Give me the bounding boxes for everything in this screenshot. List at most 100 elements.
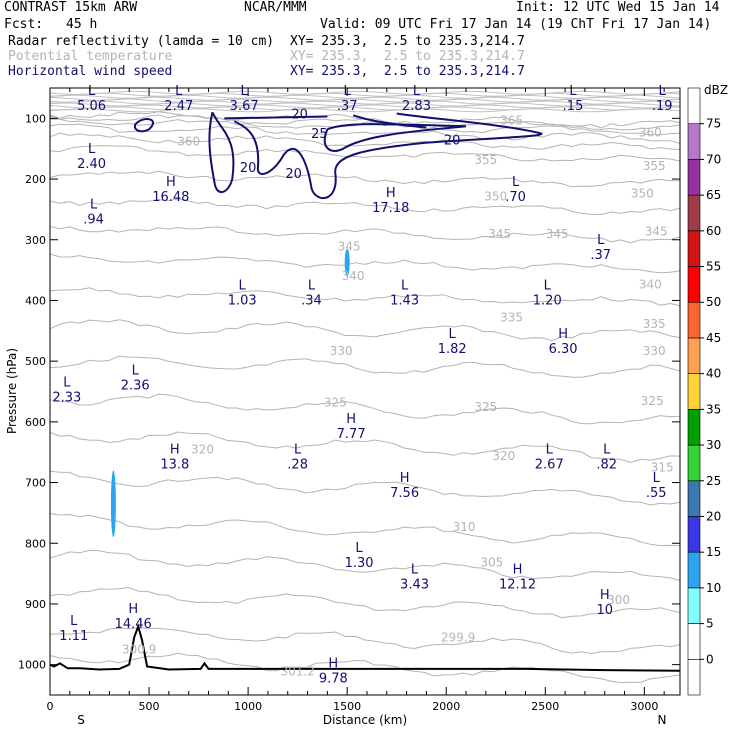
colorbar-tick-label: 35	[706, 402, 721, 416]
center-value: .82	[596, 457, 617, 472]
wind-contour-line	[133, 118, 155, 133]
theta-contour-line	[49, 104, 681, 109]
theta-label: 345	[546, 227, 569, 241]
theta-label: 330	[330, 344, 353, 358]
theta-label: 350	[484, 189, 507, 203]
theta-label: 300.9	[122, 643, 156, 657]
organization: NCAR/MMM	[244, 0, 307, 15]
theta-contour-line	[49, 226, 681, 244]
low-center-symbol: L	[88, 84, 96, 99]
theta-label: 360	[639, 126, 662, 140]
colorbar-segment	[687, 159, 701, 196]
y-tick-label: 300	[25, 234, 46, 247]
low-center-symbol: L	[411, 562, 419, 577]
colorbar-tick-label: 70	[706, 152, 721, 166]
high-center-symbol: H	[346, 412, 356, 427]
center-value: 12.12	[499, 577, 536, 592]
theta-label: 320	[492, 449, 515, 463]
center-value: 7.56	[390, 486, 419, 501]
colorbar-segment	[687, 480, 701, 517]
low-center-symbol: L	[413, 84, 421, 99]
theta-label: 345	[488, 227, 511, 241]
theta-contour-line	[49, 170, 681, 188]
low-center-symbol: L	[449, 327, 457, 342]
center-value: 6.30	[549, 342, 578, 357]
colorbar-segment	[687, 266, 701, 303]
terrain-profile	[49, 623, 681, 672]
theta-contour-line	[49, 393, 681, 425]
center-value: .70	[505, 190, 526, 205]
colorbar-segment	[687, 337, 701, 374]
high-center-symbol: H	[128, 602, 138, 617]
center-value: 2.40	[77, 157, 106, 172]
theta-contour-line	[49, 513, 681, 547]
x-tick-label: 2500	[531, 700, 559, 713]
wind-contour-line	[323, 123, 467, 152]
wind-contour-line	[233, 112, 543, 200]
theta-label: 301.2	[280, 665, 314, 679]
theta-label: 340	[342, 269, 365, 283]
center-value: 2.67	[535, 457, 564, 472]
theta-label: 325	[474, 400, 497, 414]
theta-label: 345	[338, 240, 361, 254]
south-end-label: S	[77, 713, 85, 727]
high-center-symbol: H	[400, 471, 410, 486]
theta-label: 335	[500, 311, 523, 325]
theta-contour-line	[49, 627, 681, 655]
x-axis-label: Distance (km)	[323, 713, 407, 727]
low-center-symbol: L	[132, 363, 140, 378]
low-center-symbol: L	[294, 442, 302, 457]
field-reflectivity-xy: XY= 235.3, 2.5 to 235.3,214.7	[290, 34, 525, 49]
theta-contour-line	[49, 652, 681, 684]
colorbar-tick-label: 30	[706, 438, 721, 452]
center-value: 16.48	[152, 190, 189, 205]
y-tick-label: 600	[25, 416, 46, 429]
low-center-symbol: L	[88, 142, 96, 157]
forecast-hour: 45 h	[66, 17, 98, 32]
colorbar-tick-label: 0	[706, 652, 714, 666]
theta-contour-line	[49, 431, 681, 463]
center-value: .55	[646, 486, 667, 501]
theta-label: 355	[474, 153, 497, 167]
colorbar-tick-label: 25	[706, 474, 721, 488]
field-labels: 365 360 360 355 355 350 350 345 345 345 345 340 340 3…	[52, 84, 673, 686]
low-center-symbol: L	[401, 278, 409, 293]
theta-label: 345	[645, 225, 668, 239]
colorbar-segment	[687, 87, 701, 125]
low-center-symbol: L	[544, 278, 552, 293]
colorbar-tick-label: 5	[706, 617, 714, 631]
center-value: 7.77	[337, 427, 366, 442]
low-center-symbol: L	[63, 376, 71, 391]
high-center-symbol: H	[328, 657, 338, 672]
reflectivity-echo	[344, 248, 350, 277]
low-center-symbol: L	[175, 84, 183, 99]
center-value: 1.20	[533, 293, 562, 308]
colorbar-segment	[687, 444, 701, 482]
theta-contour-line	[49, 98, 681, 103]
low-center-symbol: L	[241, 84, 249, 99]
center-value: .94	[83, 213, 104, 228]
colorbar-tick-label: 15	[706, 545, 721, 559]
colorbar-tick-label: 40	[706, 367, 721, 381]
theta-contour-line	[49, 118, 681, 136]
forecast-label: Fcst:	[4, 17, 44, 32]
high-center-symbol: H	[513, 562, 523, 577]
center-value: .28	[287, 457, 308, 472]
center-value: 10	[596, 603, 613, 618]
axes: 0 500 1000 1500 2000 2500 3000 100 200 300 400 500 6…	[18, 88, 680, 713]
colorbar-tick-label: 50	[706, 295, 721, 309]
high-center-symbol: H	[600, 588, 610, 603]
x-tick-label: 3000	[630, 700, 658, 713]
field-theta-xy: XY= 235.3, 2.5 to 235.3,214.7	[290, 49, 525, 64]
theta-label: 310	[453, 520, 476, 534]
colorbar-segment	[687, 551, 701, 589]
colorbar-tick-label: 10	[706, 581, 721, 595]
colorbar-tick-label: 60	[706, 224, 721, 238]
colorbar-segment	[687, 409, 701, 446]
x-tick-label: 1500	[333, 700, 361, 713]
center-value: 1.11	[59, 629, 88, 644]
low-center-symbol: L	[546, 442, 554, 457]
theta-contour-line	[49, 106, 681, 111]
theta-contour-line	[49, 92, 681, 97]
